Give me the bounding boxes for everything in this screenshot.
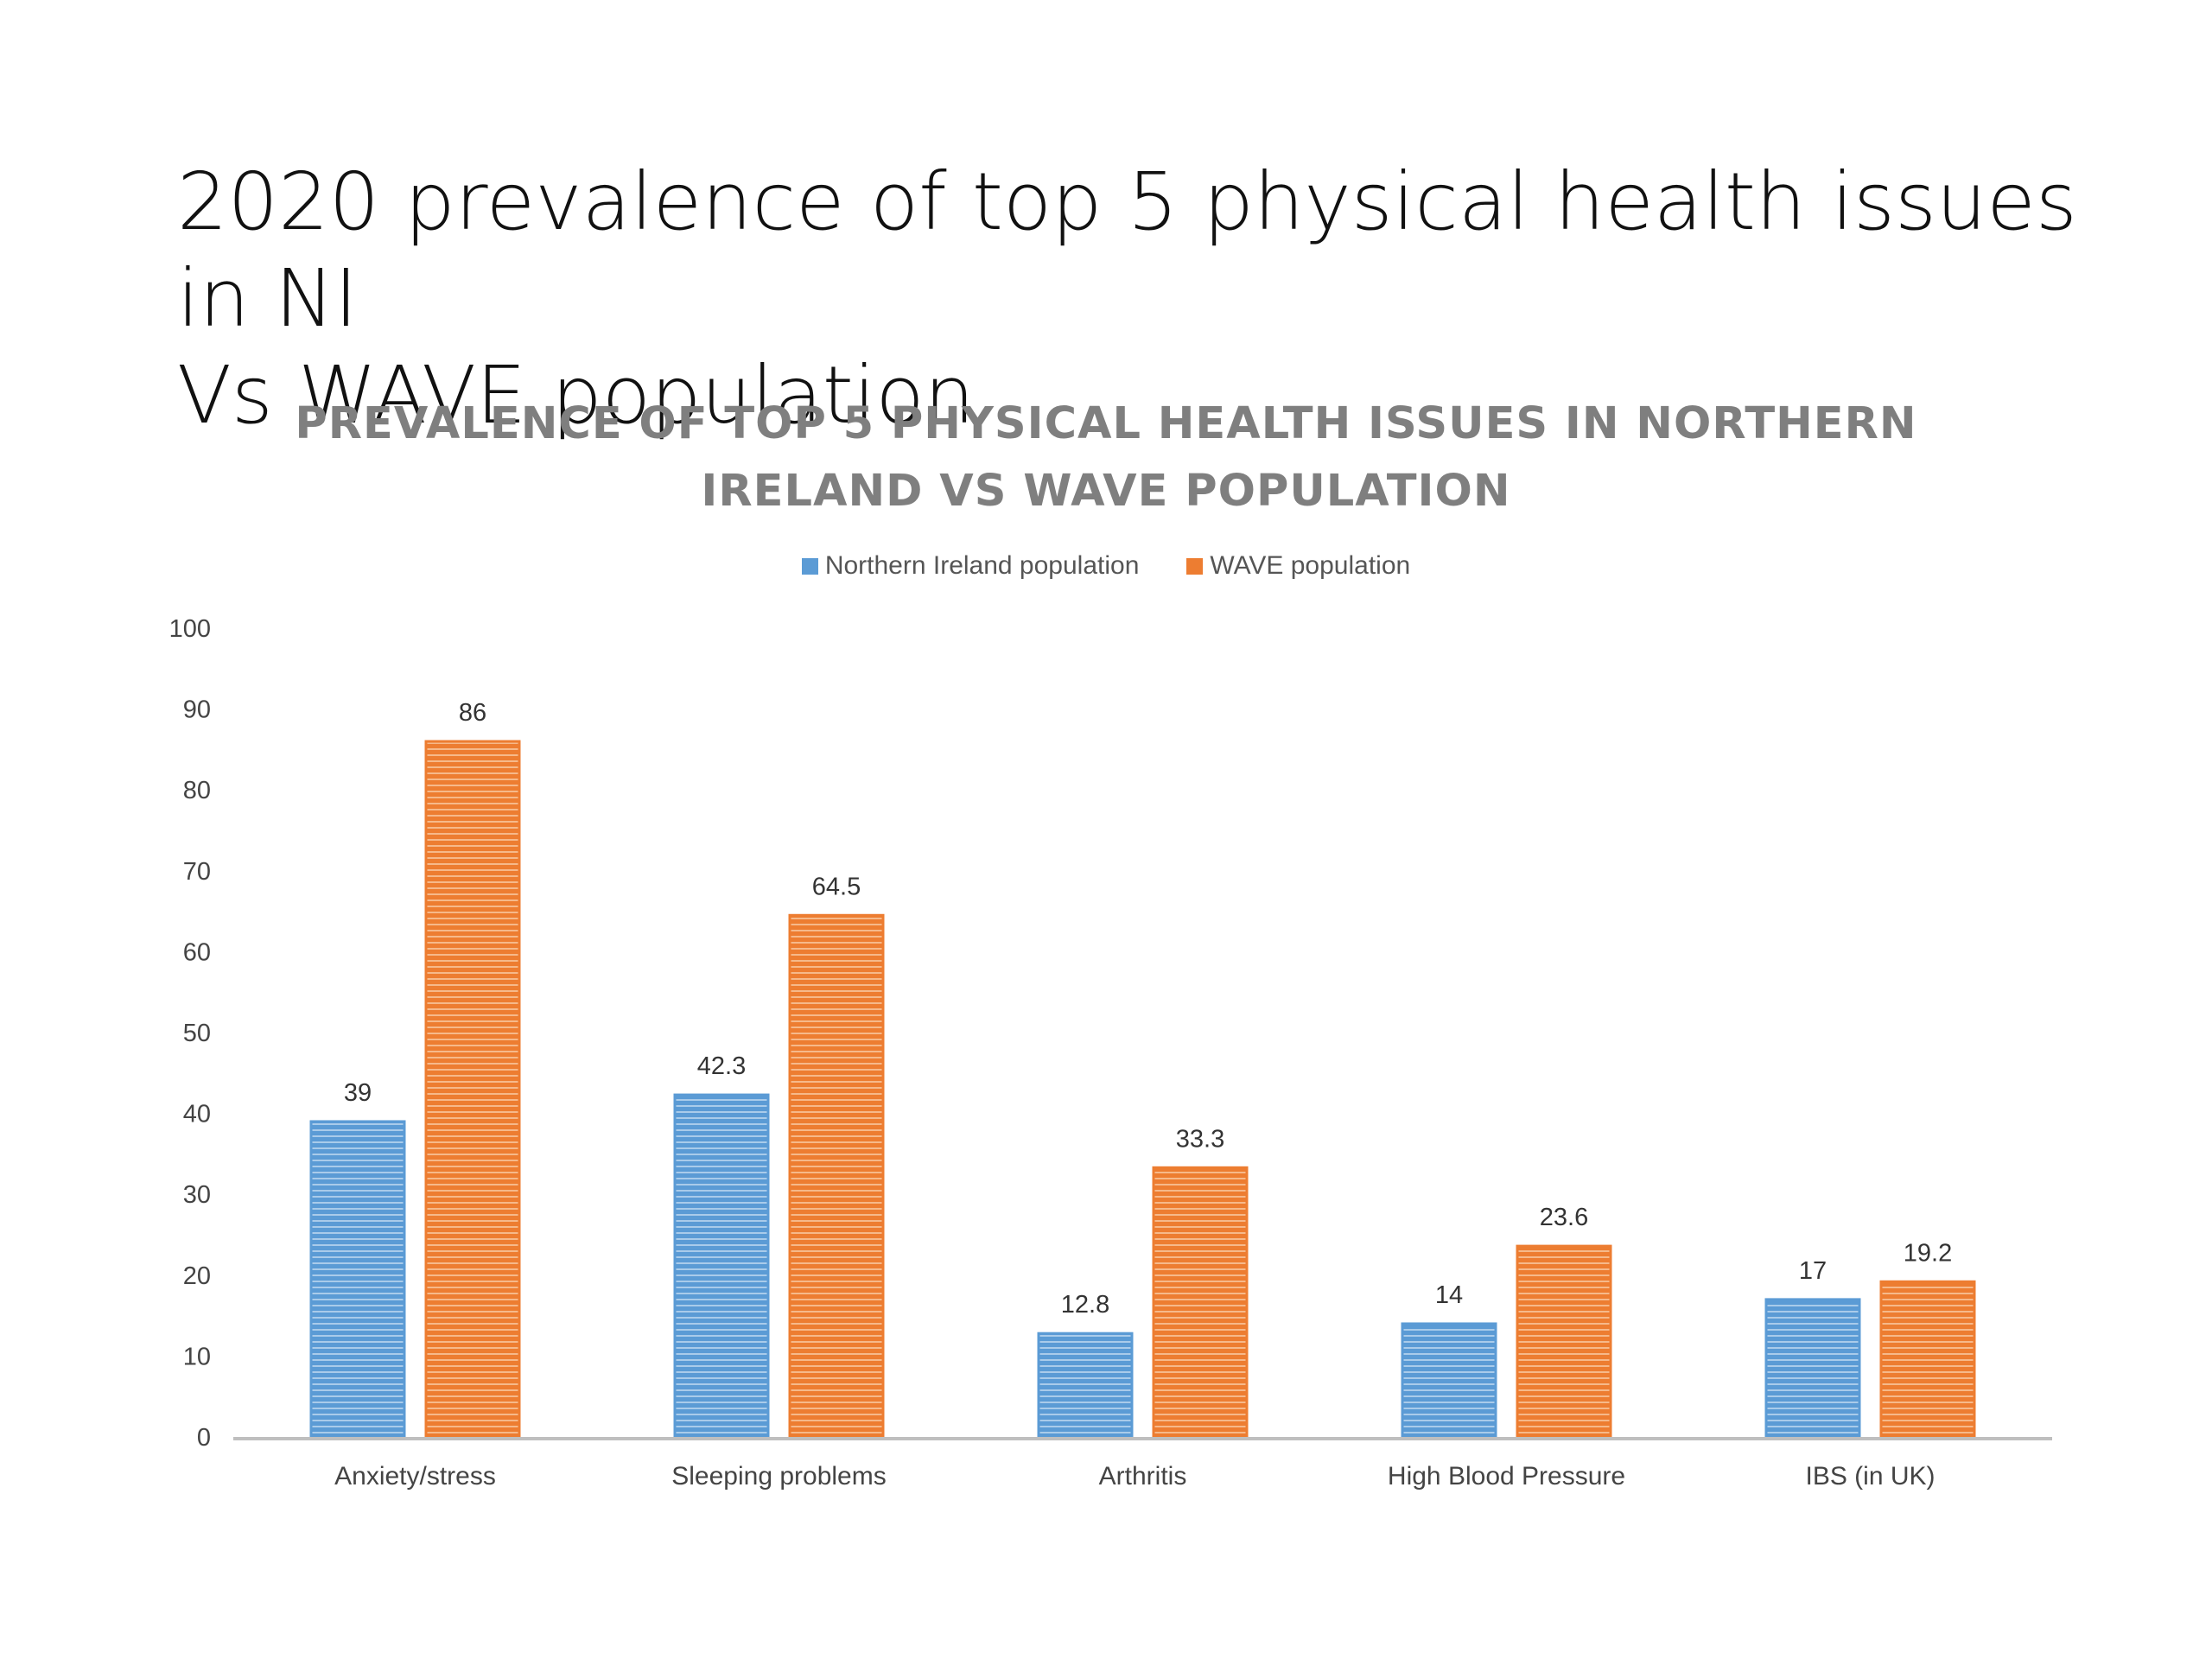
data-label-wave-3: 23.6 bbox=[1540, 1204, 1588, 1231]
bar-wave-2 bbox=[1152, 1166, 1249, 1439]
chart-title-line-1: PREVALENCE OF TOP 5 PHYSICAL HEALTH ISSU… bbox=[295, 398, 1917, 449]
bar-wave-4 bbox=[1879, 1280, 1976, 1439]
legend-label-northern-ireland: Northern Ireland population bbox=[824, 551, 1140, 580]
category-label-3: High Blood Pressure bbox=[1388, 1462, 1625, 1491]
data-labels-group: 39 86 42.3 64.5 12.8 33.3 14 23.6 17 19.2 bbox=[344, 699, 1952, 1319]
slide-title-line-1: 2020 prevalence of top 5 physical health… bbox=[177, 156, 2077, 345]
y-tick-label-70: 70 bbox=[183, 858, 211, 886]
data-label-northern-ireland-1: 42.3 bbox=[697, 1052, 746, 1080]
bars-group bbox=[309, 740, 1976, 1439]
category-label-1: Sleeping problems bbox=[671, 1462, 886, 1491]
data-label-northern-ireland-0: 39 bbox=[344, 1079, 372, 1107]
y-tick-label-100: 100 bbox=[169, 615, 211, 643]
bar-northern-ireland-1 bbox=[673, 1093, 770, 1439]
category-labels-group: Anxiety/stress Sleeping problems Arthritis… bbox=[334, 1462, 1935, 1491]
chart-legend: Northern Ireland population WAVE populat… bbox=[0, 551, 2212, 581]
y-tick-label-20: 20 bbox=[183, 1262, 211, 1290]
legend-swatch-northern-ireland bbox=[801, 557, 818, 575]
chart-title-line-2: IRELAND VS WAVE POPULATION bbox=[701, 466, 1511, 517]
legend-label-wave: WAVE population bbox=[1210, 551, 1411, 580]
slide-title-line-2: Vs WAVE population bbox=[177, 349, 975, 442]
bar-northern-ireland-3 bbox=[1401, 1322, 1497, 1439]
category-label-2: Arthritis bbox=[1099, 1462, 1187, 1491]
data-label-northern-ireland-2: 12.8 bbox=[1061, 1291, 1109, 1319]
data-label-wave-2: 33.3 bbox=[1176, 1125, 1224, 1153]
category-label-0: Anxiety/stress bbox=[334, 1462, 496, 1491]
slide-title: 2020 prevalence of top 5 physical health… bbox=[177, 154, 2113, 444]
bar-northern-ireland-4 bbox=[1764, 1298, 1861, 1439]
y-tick-label-90: 90 bbox=[183, 696, 211, 724]
bar-wave-0 bbox=[424, 740, 521, 1439]
data-label-northern-ireland-3: 14 bbox=[1435, 1281, 1463, 1309]
legend-item-northern-ireland: Northern Ireland population bbox=[801, 551, 1140, 581]
legend-item-wave: WAVE population bbox=[1186, 551, 1410, 581]
data-label-wave-0: 86 bbox=[459, 699, 486, 727]
data-label-northern-ireland-4: 17 bbox=[1799, 1257, 1827, 1285]
y-tick-label-10: 10 bbox=[183, 1343, 211, 1370]
data-label-wave-1: 64.5 bbox=[812, 873, 861, 900]
y-tick-label-80: 80 bbox=[183, 777, 211, 804]
bar-northern-ireland-2 bbox=[1037, 1332, 1134, 1439]
y-tick-label-40: 40 bbox=[183, 1101, 211, 1128]
y-tick-label-0: 0 bbox=[197, 1424, 211, 1452]
data-label-wave-4: 19.2 bbox=[1904, 1239, 1952, 1267]
chart-title: PREVALENCE OF TOP 5 PHYSICAL HEALTH ISSU… bbox=[0, 391, 2212, 525]
bar-wave-1 bbox=[788, 913, 885, 1439]
y-tick-label-50: 50 bbox=[183, 1020, 211, 1047]
y-tick-label-30: 30 bbox=[183, 1181, 211, 1209]
bar-northern-ireland-0 bbox=[309, 1120, 406, 1439]
bar-wave-3 bbox=[1516, 1244, 1612, 1439]
category-label-4: IBS (in UK) bbox=[1805, 1462, 1935, 1491]
y-tick-label-60: 60 bbox=[183, 938, 211, 966]
legend-swatch-wave bbox=[1186, 557, 1204, 575]
y-axis-tick-labels: 0 10 20 30 40 50 60 70 80 90 100 bbox=[169, 615, 211, 1452]
